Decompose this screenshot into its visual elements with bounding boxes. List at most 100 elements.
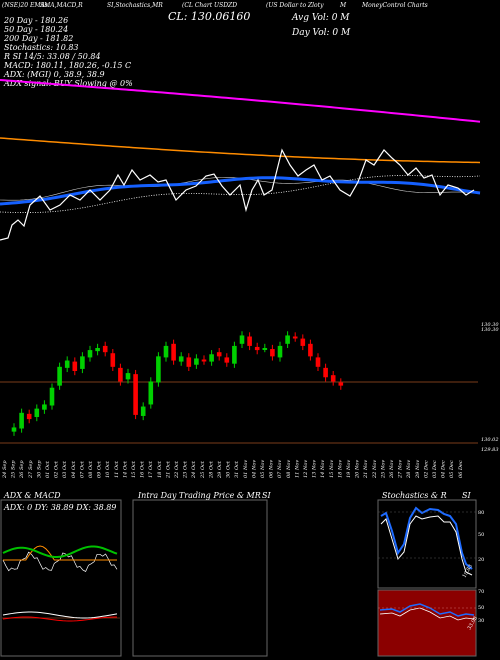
candle-body bbox=[270, 349, 275, 357]
macd-signal-line bbox=[2, 616, 118, 622]
legend-macd: MACD: 180.11, 180.26, -0.15 C bbox=[4, 61, 132, 70]
date-label: 05 Dec bbox=[449, 460, 455, 478]
candle-body bbox=[338, 382, 344, 386]
date-label: 02 Dec bbox=[423, 460, 429, 478]
rsi-tick-70: 70 bbox=[478, 589, 484, 595]
candles-layer bbox=[11, 331, 344, 436]
candle-body bbox=[232, 345, 237, 364]
stoch-tick-20: 20 bbox=[478, 557, 484, 563]
candle-body bbox=[254, 346, 260, 351]
candle-body bbox=[163, 345, 169, 358]
date-label: 05 Nov bbox=[260, 460, 266, 478]
candle-body bbox=[118, 367, 123, 382]
candle-body bbox=[148, 381, 154, 405]
candle-body bbox=[262, 348, 268, 350]
day-volume-label: Day Vol: 0 M bbox=[292, 28, 351, 38]
price-label-2: 130.02 bbox=[481, 437, 499, 443]
legend-stochastics: Stochastics: 10.83 bbox=[4, 43, 79, 52]
intraday-panel-right: SI bbox=[262, 491, 271, 500]
candle-body bbox=[201, 359, 207, 362]
candle-body bbox=[102, 345, 108, 353]
macd-line bbox=[2, 611, 118, 619]
candle-body bbox=[133, 374, 138, 415]
date-label: 29 Nov bbox=[415, 460, 421, 479]
date-label: 16 Oct bbox=[140, 460, 146, 478]
date-label: 17 Oct bbox=[148, 460, 154, 478]
close-price-line bbox=[0, 148, 475, 241]
sma200-line bbox=[0, 79, 481, 123]
close-price-label: CL: 130.06160 bbox=[168, 10, 251, 23]
price-label-1: 130.30 bbox=[481, 322, 499, 328]
date-label: 26 Nov bbox=[389, 460, 395, 479]
candle-body bbox=[277, 345, 283, 358]
rsi-tick-30: 30 bbox=[478, 618, 484, 624]
candle-body bbox=[209, 354, 214, 362]
candle-body bbox=[330, 375, 336, 382]
date-label: 03 Oct bbox=[62, 460, 68, 478]
candle-body bbox=[80, 356, 85, 369]
legend-sma200: 200 Day - 181.82 bbox=[4, 34, 74, 43]
legend-rsi: R SI 14/5: 33.08 / 50.84 bbox=[4, 52, 101, 61]
candle-body bbox=[216, 352, 222, 357]
date-label: 06 Nov bbox=[269, 460, 275, 478]
adx-lines-layer bbox=[2, 545, 118, 572]
macd-lines-layer bbox=[2, 611, 120, 622]
date-label: 15 Nov bbox=[329, 460, 335, 478]
header-seg-7: MoneyControl Charts bbox=[362, 2, 428, 9]
date-label: 01 Oct bbox=[45, 460, 51, 478]
legend-adx: ADX: (MGI) 0, 38.9, 38.9 bbox=[4, 70, 105, 79]
header-seg-4: (CL Chart USDZD bbox=[182, 2, 237, 9]
candle-body bbox=[171, 343, 176, 361]
candle-body bbox=[178, 356, 184, 362]
date-label: 04 Oct bbox=[71, 460, 77, 478]
rsi-signal-line bbox=[379, 607, 475, 621]
candle-body bbox=[194, 358, 199, 365]
candle-body bbox=[49, 387, 55, 406]
candle-body bbox=[239, 335, 245, 344]
ema100-line bbox=[0, 137, 481, 164]
date-label: 21 Oct bbox=[165, 460, 171, 479]
date-label: 18 Nov bbox=[337, 460, 343, 478]
candle-body bbox=[308, 343, 313, 357]
ema50-line bbox=[0, 176, 481, 206]
price-label-3: 129.83 bbox=[481, 447, 499, 453]
candle-body bbox=[247, 336, 252, 346]
date-label: 28 Nov bbox=[406, 460, 412, 479]
date-label: 11 Nov bbox=[294, 460, 300, 478]
date-label: 14 Nov bbox=[320, 460, 326, 478]
date-label: 25 Nov bbox=[380, 460, 386, 479]
stoch-panel-right: SI bbox=[462, 491, 471, 500]
ema-thin-line bbox=[0, 177, 481, 201]
candle-body bbox=[19, 412, 24, 429]
intraday-panel-title: Intra Day Trading Price & MR bbox=[138, 491, 261, 500]
stoch-k-line bbox=[380, 506, 473, 570]
date-label: 19 Nov bbox=[346, 460, 352, 478]
date-label: 01 Nov bbox=[243, 460, 249, 478]
rsi-lines-layer bbox=[378, 603, 476, 621]
date-label: 30 Oct bbox=[226, 460, 232, 478]
date-label: 07 Oct bbox=[79, 460, 85, 478]
date-label: 13 Nov bbox=[312, 460, 318, 478]
date-label: 18 Oct bbox=[157, 460, 163, 478]
header-seg-5: (US Dollar to Zloty bbox=[266, 2, 324, 9]
adx-panel-title: ADX & MACD bbox=[4, 491, 61, 500]
legend-ema50: 50 Day - 180.24 bbox=[4, 25, 69, 34]
date-label: 24 Sep bbox=[2, 460, 8, 479]
adx-line bbox=[3, 545, 117, 561]
adx-panel-frame bbox=[0, 499, 122, 657]
stoch-panel-title: Stochastics & R bbox=[382, 491, 447, 500]
candle-body bbox=[156, 356, 161, 383]
date-label: 08 Oct bbox=[88, 460, 94, 478]
candle-body bbox=[42, 404, 47, 410]
candle-body bbox=[285, 335, 290, 344]
adx-dx-line bbox=[2, 545, 118, 559]
date-label: 30 Sep bbox=[36, 460, 42, 478]
header-seg-1: (NSE)20 EMAs bbox=[2, 2, 48, 9]
candle-body bbox=[72, 361, 78, 371]
header-seg-6: M bbox=[340, 2, 347, 9]
candle-body bbox=[292, 336, 298, 339]
avg-volume-label: Avg Vol: 0 M bbox=[292, 13, 350, 23]
candle-body bbox=[26, 413, 32, 420]
date-label: 31 Oct bbox=[234, 460, 240, 478]
date-label: 14 Oct bbox=[122, 460, 128, 478]
